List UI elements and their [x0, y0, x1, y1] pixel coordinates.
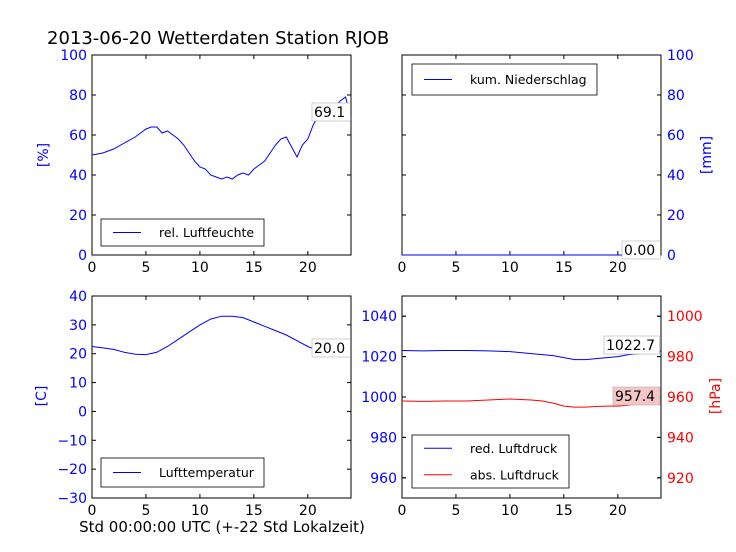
x-tick-label: 5: [141, 503, 150, 519]
x-tick-label: 20: [299, 503, 317, 519]
y-tick-label: 940: [667, 430, 694, 446]
y-tick-label: 10: [69, 376, 87, 392]
x-tick-label: 0: [88, 503, 97, 519]
figure-title: 2013-06-20 Wetterdaten Station RJOB: [47, 28, 389, 49]
y-tick-label: 60: [69, 128, 87, 144]
y-tick-label: 100: [667, 48, 694, 64]
legend-label: red. Luftdruck: [470, 441, 558, 456]
y-tick-label: 60: [667, 128, 685, 144]
temperature-panel: 0 5 10 15 20 −30 −20 −10 0 10 20 30 40 Lufttemperatur…: [34, 289, 352, 519]
x-tick-label: 20: [609, 503, 627, 519]
legend-label: rel. Luftfeuchte: [159, 225, 254, 240]
y-tick-label: 0: [78, 404, 87, 420]
value-label: 957.4: [615, 389, 655, 405]
y-tick-label: 980: [370, 430, 397, 446]
y-tick-label: 0: [78, 248, 87, 264]
value-label-box: [311, 102, 351, 122]
legend-label: kum. Niederschlag: [470, 72, 587, 87]
x-tick-label: 15: [555, 260, 573, 276]
y-tick-label: 0: [667, 248, 676, 264]
x-tick-label: 20: [609, 260, 627, 276]
y-axis-label: [%]: [36, 143, 52, 167]
y-tick-label: 20: [69, 347, 87, 363]
x-tick-label: 20: [299, 260, 317, 276]
temperature-line: [91, 315, 351, 356]
value-label: 1022.7: [606, 338, 655, 354]
y-tick-label: 20: [667, 208, 685, 224]
y-axis-label: [C]: [34, 386, 50, 407]
y-tick-label: 40: [667, 168, 685, 184]
legend-label: abs. Luftdruck: [470, 467, 560, 482]
y-tick-label: 1000: [667, 309, 703, 325]
value-label-box: [603, 335, 660, 355]
legend-label: Lufttemperatur: [159, 465, 255, 480]
value-label-box: [311, 338, 351, 358]
y-tick-label: −20: [57, 462, 87, 478]
y-tick-label: −30: [57, 491, 87, 507]
reduced-pressure-line: [401, 350, 662, 361]
y-tick-label: 100: [60, 48, 87, 64]
y-tick-label: 20: [69, 208, 87, 224]
value-label: 0.00: [624, 243, 655, 259]
x-tick-label: 15: [245, 503, 263, 519]
y-tick-label: 960: [370, 471, 397, 487]
y-tick-label: 1040: [361, 309, 397, 325]
value-label-box: [621, 240, 661, 260]
y-tick-label: 80: [667, 88, 685, 104]
x-tick-label: 10: [191, 260, 209, 276]
x-tick-label: 0: [398, 260, 407, 276]
y-tick-label: 40: [69, 168, 87, 184]
x-tick-label: 15: [245, 260, 263, 276]
x-tick-label: 10: [191, 503, 209, 519]
x-tick-label: 5: [141, 260, 150, 276]
x-tick-label: 10: [501, 503, 519, 519]
precipitation-panel: 0 5 10 15 20 0 20 40 60 80 100 kum. Niederschlag 0.0…: [398, 48, 715, 276]
value-label: 69.1: [314, 105, 345, 121]
x-tick-label: 5: [451, 260, 460, 276]
pressure-panel: 0 5 10 15 20 960 980 1000 1020 1040 920 940 960 980 10…: [361, 295, 724, 519]
value-label: 20.0: [314, 341, 345, 357]
y-tick-label: 1000: [361, 390, 397, 406]
value-label-box: [612, 386, 661, 406]
y-tick-label: 980: [667, 350, 694, 366]
y-tick-label: 80: [69, 88, 87, 104]
y-tick-label: 30: [69, 318, 87, 334]
y-tick-label: 920: [667, 471, 694, 487]
y-axis-label: [hPa]: [708, 378, 724, 414]
legend-box: [100, 218, 265, 247]
x-tick-label: 5: [451, 503, 460, 519]
y-tick-label: 1020: [361, 350, 397, 366]
x-tick-label: 10: [501, 260, 519, 276]
x-tick-label: 0: [88, 260, 97, 276]
x-axis-label: Std 00:00:00 UTC (+-22 Std Lokalzeit): [79, 518, 365, 536]
y-tick-label: 40: [69, 289, 87, 305]
legend-box: [411, 434, 570, 489]
humidity-line: [91, 96, 352, 180]
y-tick-label: −10: [57, 433, 87, 449]
y-tick-label: 960: [667, 390, 694, 406]
y-axis-label: [mm]: [699, 136, 715, 174]
humidity-panel: 0 5 10 15 20 0 20 40 60 80 100 rel. Luftfeuchte 69.1…: [36, 48, 352, 276]
x-tick-label: 15: [555, 503, 573, 519]
x-tick-label: 0: [398, 503, 407, 519]
